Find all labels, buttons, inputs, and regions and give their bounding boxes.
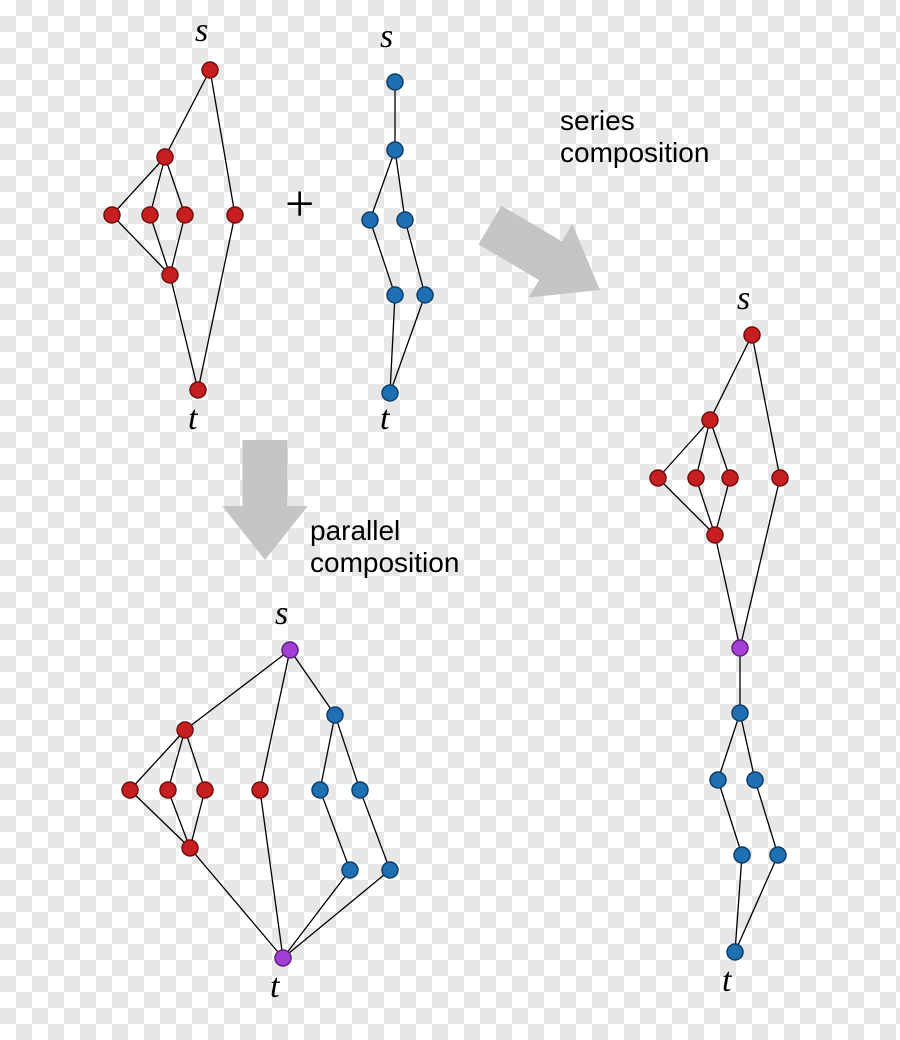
plus-symbol: +	[285, 175, 314, 234]
blue-graph-t-label: t	[380, 400, 389, 438]
series-s-label: s	[737, 280, 750, 318]
blue-graph-s-label: s	[380, 18, 393, 56]
parallel-s-label: s	[275, 595, 288, 633]
parallel-composition-label: parallelcomposition	[310, 515, 459, 579]
series-t-label: t	[722, 962, 731, 1000]
red-graph-t-label: t	[188, 400, 197, 438]
red-graph-s-label: s	[195, 12, 208, 50]
series-composition-label: seriescomposition	[560, 105, 709, 169]
parallel-t-label: t	[270, 968, 279, 1006]
